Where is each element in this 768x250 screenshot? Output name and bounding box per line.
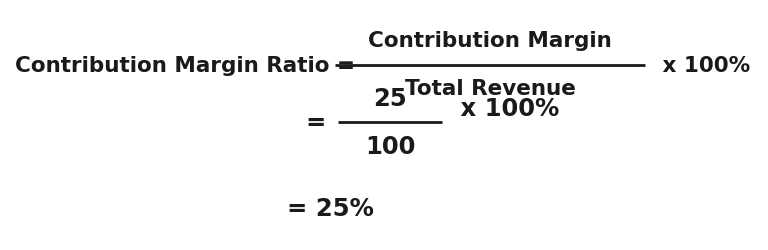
Text: Total Revenue: Total Revenue: [405, 79, 575, 98]
Text: x 100%: x 100%: [452, 96, 559, 120]
Text: =: =: [306, 110, 326, 134]
Text: Contribution Margin: Contribution Margin: [368, 31, 612, 51]
Text: x 100%: x 100%: [655, 56, 750, 76]
Text: Contribution Margin Ratio =: Contribution Margin Ratio =: [15, 56, 355, 76]
Text: = 25%: = 25%: [286, 196, 373, 220]
Text: 25: 25: [373, 87, 407, 110]
Text: 100: 100: [365, 134, 415, 158]
